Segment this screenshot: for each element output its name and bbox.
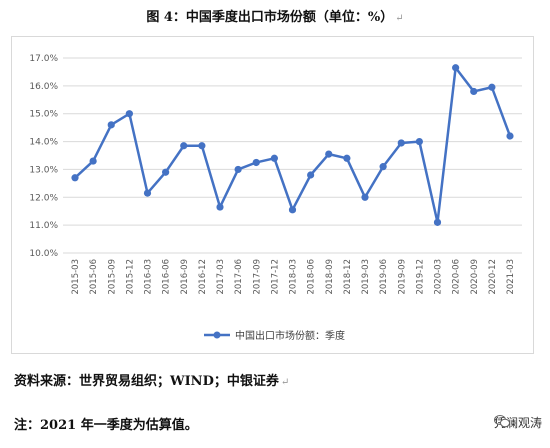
footnote: 注：2021 年一季度为估算值。 [14, 418, 198, 433]
x-tick-label: 2017-09 [252, 259, 262, 295]
wechat-icon [493, 415, 510, 428]
grid-lines [63, 57, 522, 254]
chart-title: 图 4：中国季度出口市场份额（单位：%） ↵ [146, 10, 404, 25]
y-tick-label: 11.0% [29, 221, 58, 231]
x-tick-label: 2018-03 [289, 259, 299, 295]
x-tick-label: 2020-09 [470, 259, 480, 295]
x-tick-label: 2019-12 [415, 259, 425, 295]
series-layer [71, 64, 514, 226]
x-tick-label: 2020-03 [434, 259, 444, 295]
x-tick-label: 2020-06 [452, 259, 462, 295]
x-tick-label: 2015-09 [107, 259, 117, 295]
data-point [488, 83, 496, 91]
x-axis-ticks: 2015-03 2015-06 2015-09 2015-12 2016-03 2016-… [71, 259, 516, 295]
data-point [325, 150, 333, 158]
y-tick-label: 12.0% [29, 193, 58, 203]
data-point [198, 142, 206, 150]
x-tick-label: 2018-06 [307, 259, 317, 295]
data-point [343, 154, 351, 162]
data-point [379, 163, 387, 171]
y-tick-label: 17.0% [29, 54, 58, 64]
x-tick-label: 2021-03 [506, 259, 516, 295]
data-point [270, 154, 278, 162]
x-tick-label: 2017-12 [270, 259, 280, 295]
paragraph-mark: ↵ [395, 13, 404, 24]
source-note: 资料来源：世界贸易组织；WIND；中银证券 ↵ [14, 374, 290, 389]
data-point [252, 158, 260, 167]
data-point [470, 87, 478, 96]
legend: 中国出口市场份额：季度 [204, 329, 345, 342]
data-point [307, 171, 315, 179]
series-line [74, 66, 512, 224]
x-tick-label: 2016-06 [162, 259, 172, 295]
x-tick-label: 2016-09 [180, 259, 190, 295]
data-point [506, 132, 514, 140]
x-tick-label: 2015-12 [125, 259, 135, 295]
data-point [452, 64, 460, 72]
legend-marker [213, 331, 221, 339]
x-tick-label: 2017-06 [234, 259, 244, 295]
data-point [180, 142, 188, 150]
x-tick-label: 2016-03 [144, 259, 154, 295]
data-point [234, 165, 242, 174]
data-point [125, 110, 133, 118]
watermark: 凭澜观涛 [493, 414, 542, 431]
source-paragraph-mark: ↵ [280, 377, 290, 388]
x-tick-label: 2018-12 [343, 259, 353, 295]
y-tick-label: 14.0% [29, 138, 58, 148]
x-tick-label: 2018-09 [325, 259, 335, 295]
x-tick-label: 2015-03 [71, 259, 81, 295]
data-point [216, 203, 224, 211]
y-tick-label: 10.0% [29, 249, 58, 259]
data-point [71, 174, 79, 182]
data-point [288, 206, 297, 214]
x-tick-label: 2017-03 [216, 259, 226, 295]
data-point [107, 121, 115, 129]
chart-area: 10.0% 11.0% 12.0% 13.0% 14.0% 15.0% 16.0% 17.0%… [11, 36, 534, 354]
data-point [433, 218, 442, 226]
legend-label: 中国出口市场份额：季度 [235, 329, 345, 342]
x-tick-label: 2019-03 [361, 259, 371, 295]
x-tick-label: 2020-12 [488, 259, 498, 295]
y-axis-ticks: 10.0% 11.0% 12.0% 13.0% 14.0% 15.0% 16.0% 17.0% [29, 54, 58, 259]
x-tick-label: 2015-06 [89, 259, 99, 295]
y-tick-label: 16.0% [29, 82, 58, 92]
x-tick-label: 2019-09 [397, 259, 407, 295]
data-point [361, 193, 369, 201]
line-chart: 10.0% 11.0% 12.0% 13.0% 14.0% 15.0% 16.0% 17.0%… [29, 54, 522, 342]
x-tick-label: 2016-12 [198, 259, 208, 295]
y-tick-label: 15.0% [29, 110, 58, 120]
data-point [397, 139, 405, 147]
data-point [143, 189, 152, 197]
data-point [415, 137, 423, 146]
y-tick-label: 13.0% [29, 165, 58, 175]
data-point [89, 157, 97, 165]
x-tick-label: 2019-06 [379, 259, 389, 295]
data-point [162, 168, 170, 176]
